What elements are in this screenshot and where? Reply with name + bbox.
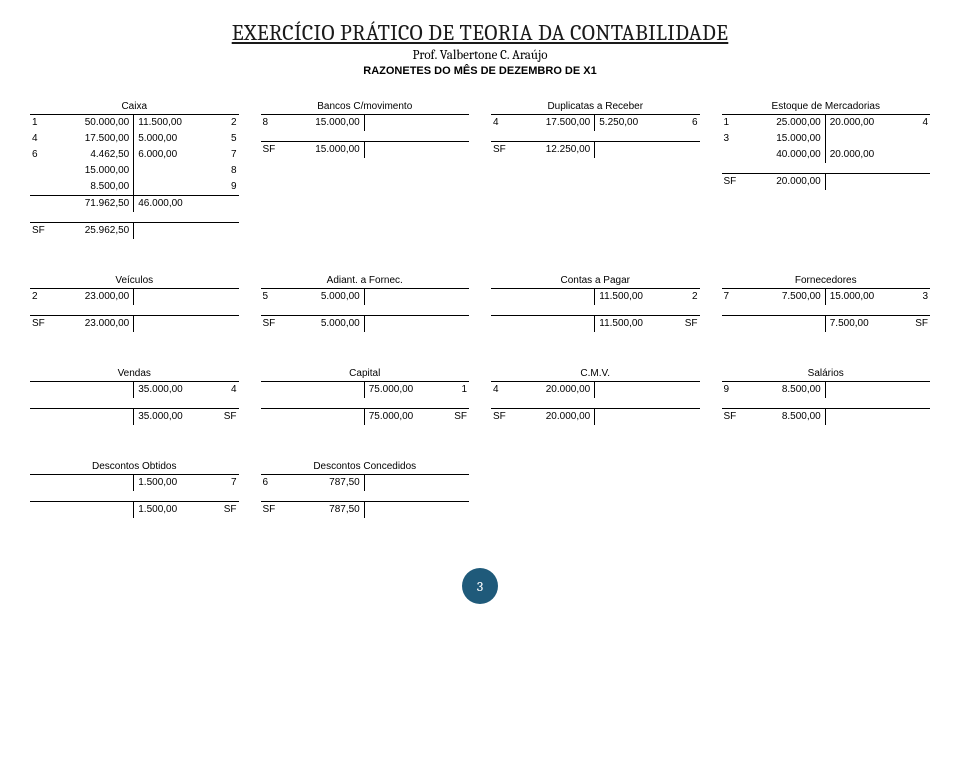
debit-entry: 77.500,00 [724, 290, 823, 304]
debit-entry: 417.500,00 [32, 132, 131, 146]
credit-entry: 5.250,006 [597, 116, 697, 130]
account-desc-obtidos: Descontos Obtidos1.500,007 1.500,00SF [30, 461, 239, 518]
account-veiculos: Veículos223.000,00 SF23.000,00 [30, 275, 239, 332]
sf-balance: SF787,50 [263, 503, 362, 517]
account-title: Caixa [30, 101, 239, 115]
account-adiant: Adiant. a Fornec.55.000,00 SF5.000,00 [261, 275, 470, 332]
account-title: C.M.V. [491, 368, 700, 382]
account-title: Contas a Pagar [491, 275, 700, 289]
sf-balance: 11.500,00SF [597, 317, 697, 331]
sf-balance: SF8.500,00 [724, 410, 823, 424]
account-title: Estoque de Mercadorias [722, 101, 931, 115]
debit-entry: 40.000,00 [724, 148, 823, 162]
account-empty-1 [491, 461, 700, 518]
account-salarios: Salários98.500,00 SF8.500,00 [722, 368, 931, 425]
account-fornecedores: Fornecedores77.500,00 15.000,003 7.500,00S… [722, 275, 931, 332]
account-title: Salários [722, 368, 931, 382]
debit-entry: 15.000,00 [32, 164, 131, 178]
account-title: Fornecedores [722, 275, 931, 289]
credit-entry: 20.000,00 [828, 148, 928, 162]
credit-entry: 20.000,004 [828, 116, 928, 130]
account-row-2: Veículos223.000,00 SF23.000,00 Adiant. a … [30, 275, 930, 332]
sf-balance: 1.500,00SF [136, 503, 236, 517]
debit-entry: 98.500,00 [724, 383, 823, 397]
sf-balance: SF20.000,00 [724, 175, 823, 189]
sf-balance: 75.000,00SF [367, 410, 467, 424]
account-title: Veículos [30, 275, 239, 289]
debit-entry: 6787,50 [263, 476, 362, 490]
debit-entry: 315.000,00 [724, 132, 823, 146]
account-row-1: Caixa150.000,00 11.500,002 417.500,00 5.000… [30, 101, 930, 239]
sf-balance: SF15.000,00 [263, 143, 362, 157]
debit-entry: 55.000,00 [263, 290, 362, 304]
account-title: Duplicatas a Receber [491, 101, 700, 115]
debit-entry: 420.000,00 [493, 383, 592, 397]
credit-entry: 11.500,002 [136, 116, 236, 130]
account-contas-pagar: Contas a Pagar11.500,002 11.500,00SF [491, 275, 700, 332]
subtitle: Prof. Valbertone C. Araújo [30, 48, 930, 63]
debit-entry: 125.000,00 [724, 116, 823, 130]
subtitle-2: RAZONETES DO MÊS DE DEZEMBRO DE X1 [30, 65, 930, 77]
sf-balance: SF20.000,00 [493, 410, 592, 424]
sf-balance: 35.000,00SF [136, 410, 236, 424]
sum-debit: 71.962,50 [32, 197, 131, 211]
account-duplicatas: Duplicatas a Receber417.500,00 5.250,006 S… [491, 101, 700, 239]
sf-balance: SF5.000,00 [263, 317, 362, 331]
account-empty-2 [722, 461, 931, 518]
credit-entry: 5.000,005 [136, 132, 236, 146]
account-row-3: Vendas35.000,00435.000,00SF Capital75.00… [30, 368, 930, 425]
account-desc-concedidos: Descontos Concedidos6787,50 SF787,50 [261, 461, 470, 518]
credit-entry: 35.000,004 [136, 383, 236, 397]
credit-entry: 1.500,007 [136, 476, 236, 490]
account-caixa: Caixa150.000,00 11.500,002 417.500,00 5.000… [30, 101, 239, 239]
account-title: Vendas [30, 368, 239, 382]
account-vendas: Vendas35.000,004 35.000,00SF [30, 368, 239, 425]
account-title: Capital [261, 368, 470, 382]
credit-entry: 6.000,007 [136, 148, 236, 162]
account-title: Descontos Concedidos [261, 461, 470, 475]
sf-balance: SF23.000,00 [32, 317, 131, 331]
sum-credit: 46.000,00 [136, 197, 236, 211]
page-title: EXERCÍCIO PRÁTICO DE TEORIA DA CONTABILI… [30, 20, 930, 46]
account-title: Adiant. a Fornec. [261, 275, 470, 289]
sf-balance: SF25.962,50 [32, 224, 131, 238]
debit-entry: 417.500,00 [493, 116, 592, 130]
sf-balance: 7.500,00SF [828, 317, 928, 331]
page-number-badge: 3 [462, 568, 498, 604]
credit-entry: 8 [136, 164, 236, 178]
credit-entry: 75.000,001 [367, 383, 467, 397]
credit-entry: 15.000,003 [828, 290, 928, 304]
debit-entry: 223.000,00 [32, 290, 131, 304]
account-cmv: C.M.V.420.000,00 SF20.000,00 [491, 368, 700, 425]
credit-entry: 9 [136, 180, 236, 194]
debit-entry: 150.000,00 [32, 116, 131, 130]
account-row-4: Descontos Obtidos1.500,007 1.500,00SF Des… [30, 461, 930, 518]
account-title: Bancos C/movimento [261, 101, 470, 115]
header: EXERCÍCIO PRÁTICO DE TEORIA DA CONTABILI… [30, 20, 930, 77]
debit-entry: 815.000,00 [263, 116, 362, 130]
credit-entry: 11.500,002 [597, 290, 697, 304]
account-bancos: Bancos C/movimento815.000,00 SF15.000,00 [261, 101, 470, 239]
debit-entry: 8.500,00 [32, 180, 131, 194]
account-title: Descontos Obtidos [30, 461, 239, 475]
account-capital: Capital75.000,001 75.000,00SF [261, 368, 470, 425]
sf-balance: SF12.250,00 [493, 143, 592, 157]
account-estoque: Estoque de Mercadorias125.000,00 20.000,0… [722, 101, 931, 239]
debit-entry: 64.462,50 [32, 148, 131, 162]
